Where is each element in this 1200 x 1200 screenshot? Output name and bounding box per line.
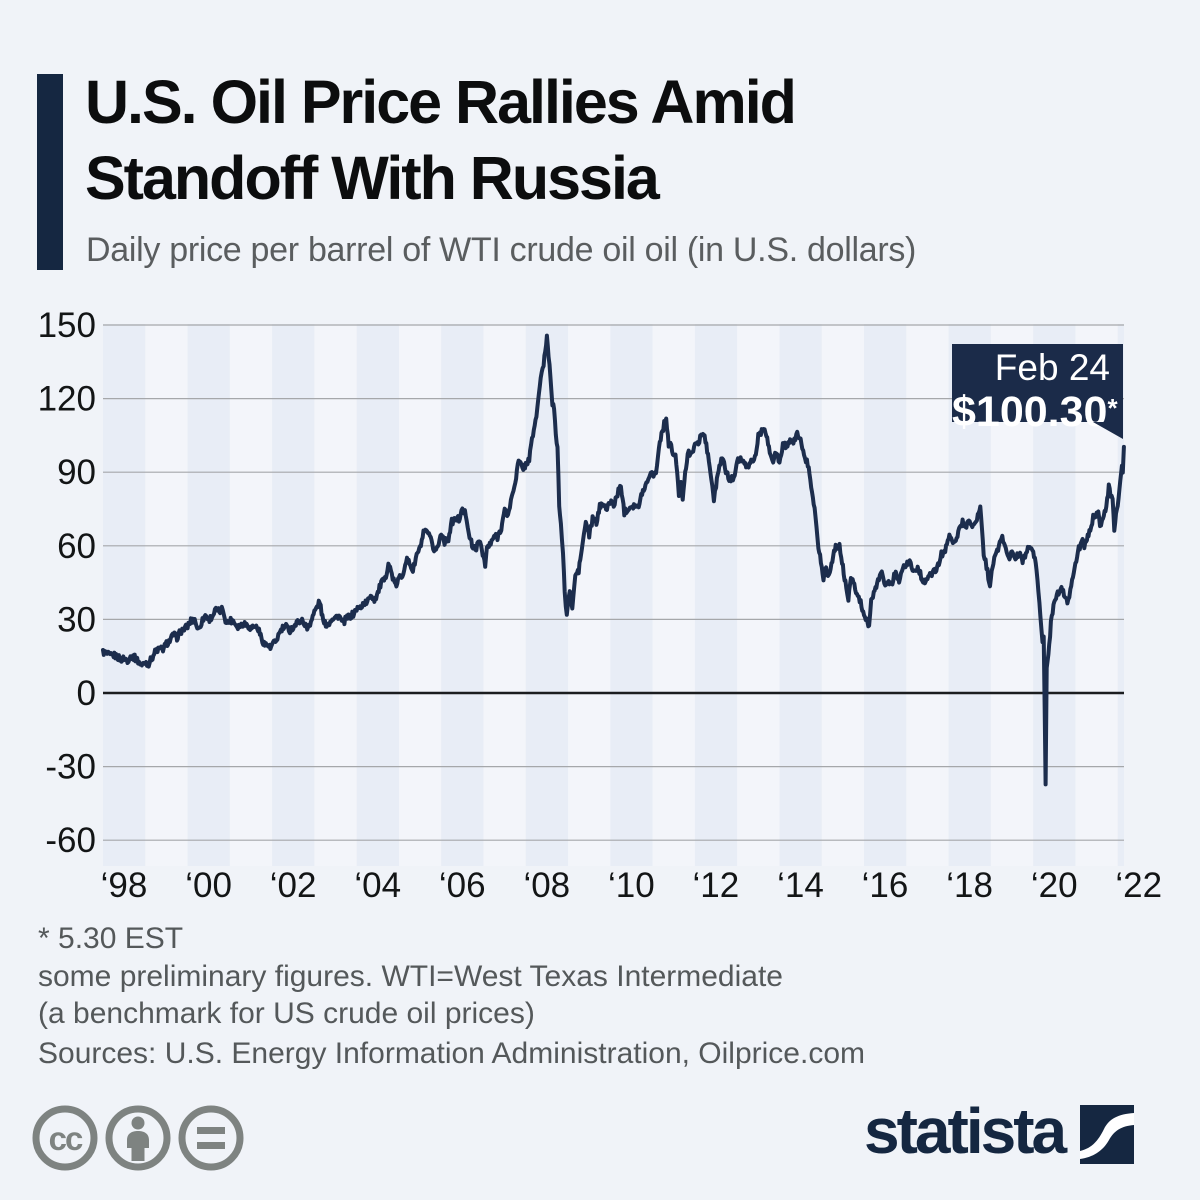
year-stripe [864, 324, 907, 866]
x-tick-label: ‘16 [862, 866, 909, 905]
year-stripe [525, 324, 569, 866]
x-tick-label: ‘10 [608, 866, 655, 905]
license-icons: cc [32, 1105, 244, 1171]
x-tick-label: ‘00 [185, 866, 232, 905]
year-stripe [187, 324, 230, 866]
year-stripe [272, 324, 315, 866]
year-stripe [906, 324, 949, 866]
statista-logo-text: statista [864, 1095, 1067, 1167]
year-stripe [610, 324, 653, 866]
callout-price-value: $100.30 [952, 388, 1108, 436]
y-tick-label: 120 [38, 380, 96, 419]
year-stripe [737, 324, 780, 866]
callout-date: Feb 24 [994, 347, 1110, 388]
footnote-asterisk: * 5.30 EST [38, 922, 184, 955]
year-stripe [314, 324, 357, 866]
price-line [101, 333, 1126, 787]
x-tick-label: ‘06 [439, 866, 486, 905]
price-callout: Feb 24 $100.30* [952, 344, 1123, 439]
statista-logo-mark [1080, 1105, 1135, 1164]
x-tick-label: ‘14 [777, 866, 824, 905]
year-stripe [1117, 324, 1124, 866]
page-title: U.S. Oil Price Rallies Amid Standoff Wit… [85, 64, 797, 216]
title-accent-bar [37, 74, 63, 270]
footnote-preliminary: some preliminary figures. WTI=West Texas… [38, 960, 783, 993]
year-stripe [229, 324, 273, 866]
chart-subtitle: Daily price per barrel of WTI crude oil … [86, 231, 917, 269]
callout-footnote-marker: * [1107, 393, 1118, 423]
x-tick-label: ‘20 [1031, 866, 1078, 905]
x-tick-label: ‘12 [693, 866, 740, 905]
attribution-icon [105, 1105, 171, 1171]
x-tick-label: ‘02 [270, 866, 317, 905]
statista-logo: statista [864, 1095, 1135, 1167]
year-stripe [103, 324, 146, 866]
year-stripe [399, 324, 442, 866]
x-tick-label: ‘98 [101, 866, 148, 905]
year-stripe [694, 324, 738, 866]
callout-price: $100.30* [952, 388, 1123, 434]
x-tick-label: ‘04 [354, 866, 401, 905]
y-tick-label: 60 [57, 527, 96, 566]
year-stripe [779, 324, 822, 866]
y-tick-label: -30 [45, 748, 96, 787]
x-tick-label: ‘08 [523, 866, 570, 905]
y-tick-label: 150 [38, 306, 96, 345]
page-title-line-2: Standoff With Russia [85, 144, 660, 212]
year-stripe [145, 324, 188, 866]
y-tick-label: 30 [57, 600, 96, 639]
y-tick-label: -60 [45, 821, 96, 860]
cc-icon-letters: cc [49, 1120, 83, 1157]
cc-icon: cc [32, 1105, 98, 1171]
callout-tail [1093, 422, 1123, 439]
year-stripe [652, 324, 695, 866]
footnote-benchmark: (a benchmark for US crude oil prices) [38, 997, 535, 1030]
x-tick-label: ‘18 [946, 866, 993, 905]
x-tick-label: ‘22 [1115, 866, 1162, 905]
no-derivatives-icon [178, 1105, 244, 1171]
year-stripe [483, 324, 526, 866]
y-tick-label: 0 [77, 674, 96, 713]
year-stripe [441, 324, 484, 866]
y-tick-label: 90 [57, 453, 96, 492]
sources-line: Sources: U.S. Energy Information Adminis… [38, 1037, 865, 1070]
page-title-line-1: U.S. Oil Price Rallies Amid [85, 68, 797, 136]
